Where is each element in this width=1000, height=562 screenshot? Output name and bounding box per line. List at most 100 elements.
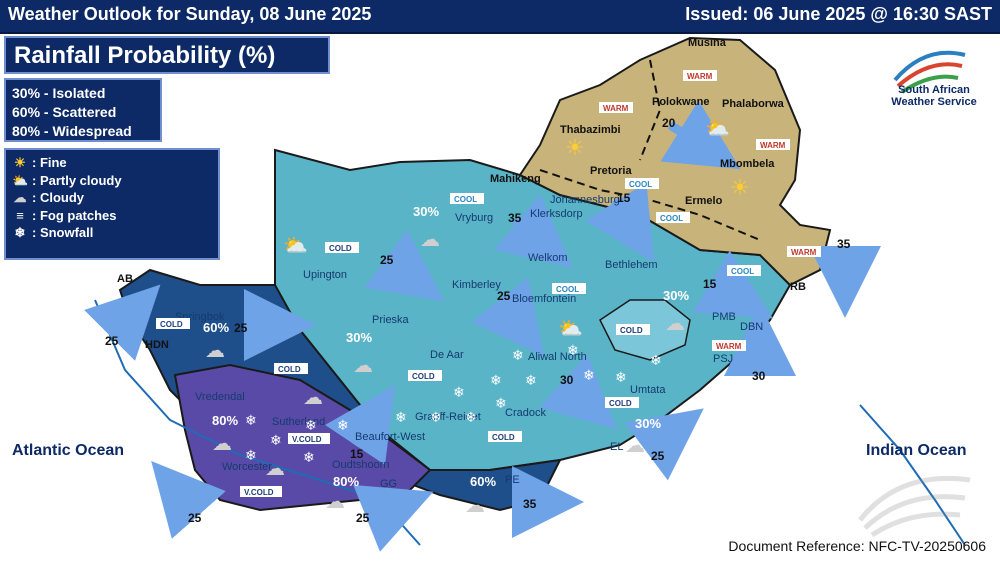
wind-speed: 25 xyxy=(356,511,370,525)
wind-speed: 25 xyxy=(651,449,665,463)
sun-icon: ☀ xyxy=(14,155,26,170)
legend-label-fine: : Fine xyxy=(32,155,67,170)
svg-text:COLD: COLD xyxy=(412,372,435,381)
temp-tag-warm: WARM xyxy=(712,340,746,351)
city-richards-bay: RB xyxy=(790,281,806,293)
snowflake-icon: ❄ xyxy=(395,409,407,425)
wind-arrow xyxy=(84,284,161,361)
city-ermelo: Ermelo xyxy=(685,195,723,207)
snowflake-icon: ❄ xyxy=(305,417,317,433)
document-reference: Document Reference: NFC-TV-20250606 xyxy=(728,538,986,554)
fog-icon: ≡ xyxy=(16,207,24,223)
snowflake-icon: ❄ xyxy=(245,412,257,428)
temp-tag-cool: COOL xyxy=(625,178,659,189)
wind-speed: 35 xyxy=(837,237,851,251)
svg-text:COOL: COOL xyxy=(629,180,652,189)
temp-tag-cool: COOL xyxy=(552,283,586,294)
cloud-icon: ☁ xyxy=(212,433,232,455)
city-port-shepstone: PSJ xyxy=(713,353,733,365)
dashed-boundary-east xyxy=(539,169,761,241)
temp-tag-cool: COOL xyxy=(450,193,484,204)
rain-key-widespread: 80% - Widespread xyxy=(12,123,132,139)
temp-tag-cold: COLD xyxy=(325,242,359,253)
snowflake-icon: ❄ xyxy=(337,417,349,433)
svg-text:WARM: WARM xyxy=(791,248,817,257)
rain-pct-30: 30% xyxy=(663,288,689,303)
city-welkom: Welkom xyxy=(528,252,568,264)
wind-speed: 15 xyxy=(703,277,717,291)
svg-text:COOL: COOL xyxy=(731,267,754,276)
wind-arrow xyxy=(624,408,704,481)
temp-tag-cold: COLD xyxy=(274,363,308,374)
svg-text:COLD: COLD xyxy=(620,326,643,335)
city-pmb: PMB xyxy=(712,311,736,323)
rain-pct-80: 80% xyxy=(212,413,238,428)
cloud-icon: ☁ xyxy=(353,355,373,377)
svg-text:COLD: COLD xyxy=(609,399,632,408)
city-el: EL xyxy=(610,441,623,453)
city-bethlehem: Bethlehem xyxy=(605,259,658,271)
legend-label-fog: : Fog patches xyxy=(32,207,117,223)
cloud-icon: ☁ xyxy=(325,491,345,513)
saws-name-line2: Weather Service xyxy=(891,96,977,108)
wind-speed: 35 xyxy=(523,497,537,511)
svg-text:COLD: COLD xyxy=(492,433,515,442)
partly-cloudy-icon: ⛅ xyxy=(283,235,308,257)
city-oudtshoorn: Oudtshoorn xyxy=(332,459,389,471)
city-pe: PE xyxy=(505,474,520,486)
legend-label-snowfall: : Snowfall xyxy=(32,225,94,240)
city-bloemfontein: Bloemfontein xyxy=(512,293,576,305)
temp-tag-cold: COLD xyxy=(156,318,190,329)
snowflake-icon: ❄ xyxy=(650,352,662,368)
city-vryburg: Vryburg xyxy=(455,212,493,224)
saws-logo: South African Weather Service xyxy=(878,38,990,112)
wind-speed: 30 xyxy=(560,373,574,387)
rain-pct-30: 30% xyxy=(413,204,439,219)
snowflake-icon: ❄ xyxy=(615,369,627,385)
temp-tag-warm: WARM xyxy=(599,102,633,113)
city-aliwal-north: Aliwal North xyxy=(528,351,587,363)
rain-pct-60: 60% xyxy=(470,474,496,489)
sun-icon: ☀ xyxy=(730,175,750,200)
svg-text:V.COLD: V.COLD xyxy=(292,435,322,444)
cloud-icon: ☁ xyxy=(265,458,285,480)
city-upington: Upington xyxy=(303,269,347,281)
wind-speed: 25 xyxy=(497,289,511,303)
svg-text:V.COLD: V.COLD xyxy=(244,488,274,497)
wind-speed: 35 xyxy=(508,211,522,225)
rain-key-scattered: 60% - Scattered xyxy=(12,104,117,120)
svg-text:WARM: WARM xyxy=(760,141,786,150)
wind-speed: 25 xyxy=(380,253,394,267)
partly-cloudy-icon: ⛅ xyxy=(705,118,730,140)
temp-tag-warm: WARM xyxy=(787,246,821,257)
rain-key-isolated: 30% - Isolated xyxy=(12,85,106,101)
icon-legend: ☀ : Fine ⛅ : Partly cloudy ☁ : Cloudy ≡ … xyxy=(4,148,220,260)
sun-icon: ☀ xyxy=(565,135,585,160)
city-mahikeng: Mahikeng xyxy=(490,173,541,185)
atlantic-ocean-label: Atlantic Ocean xyxy=(12,442,125,459)
legend-label-partly-cloudy: : Partly cloudy xyxy=(32,172,122,188)
city-de-aar: De Aar xyxy=(430,349,464,361)
temp-tag-warm: WARM xyxy=(756,139,790,150)
temp-tag-cold: COLD xyxy=(605,397,639,408)
saws-logo-icon xyxy=(893,50,966,94)
svg-text:COLD: COLD xyxy=(160,320,183,329)
city-cradock: Cradock xyxy=(505,407,546,419)
rain-pct-30: 30% xyxy=(346,330,372,345)
wind-arrow xyxy=(353,484,434,552)
city-hondeklipbaai: HDN xyxy=(145,339,169,351)
temp-tag-cold: COLD xyxy=(488,431,522,442)
svg-text:COOL: COOL xyxy=(660,214,683,223)
city-klerksdorp: Klerksdorp xyxy=(530,208,583,220)
svg-text:COOL: COOL xyxy=(556,285,579,294)
snowflake-icon: ❄ xyxy=(465,409,477,425)
snowflake-icon: ❄ xyxy=(512,347,524,363)
rainfall-title: Rainfall Probability (%) xyxy=(4,36,330,74)
city-johannesburg: Johannesburg xyxy=(550,194,620,206)
rain-pct-80: 80% xyxy=(333,474,359,489)
snowflake-icon: ❄ xyxy=(583,367,595,383)
snowflake-icon: ❄ xyxy=(270,432,282,448)
snowflake-icon: ❄ xyxy=(567,342,579,358)
rainfall-key: 30% - Isolated 60% - Scattered 80% - Wid… xyxy=(4,78,162,142)
legend-row-snowfall: ❄ : Snowfall xyxy=(12,224,212,242)
